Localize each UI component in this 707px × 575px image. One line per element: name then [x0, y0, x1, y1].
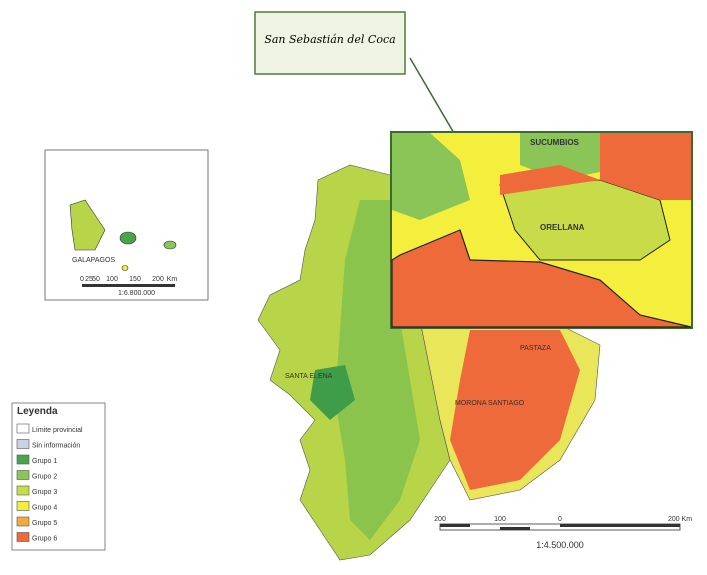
callout-box: [254, 11, 406, 75]
legend-label: Grupo 3: [32, 489, 57, 496]
scale-label: 50: [92, 276, 100, 283]
scale-label: 100: [106, 276, 118, 283]
galapagos-inset: [44, 149, 209, 301]
coast-green: [310, 365, 355, 420]
legend-swatch: [16, 501, 30, 511]
scale-label: 150: [129, 276, 141, 283]
legend-label: Grupo 4: [32, 505, 57, 512]
scale-label: 0: [80, 276, 84, 283]
legend-swatch: [16, 516, 30, 527]
scale-label: 200 Km: [668, 516, 692, 523]
main-scale-bar: [439, 523, 681, 531]
legend-label: Grupo 5: [32, 520, 57, 527]
zoom-area: [392, 133, 470, 220]
legend-label: Grupo 2: [32, 474, 57, 481]
zoom-label: ORELLANA: [540, 223, 585, 232]
scale-labels: 0 25 50 100 150 200 Km: [80, 276, 177, 283]
scale-label: 200: [434, 516, 446, 523]
legend-items: Límite provincial Sin información Grupo 1 G…: [16, 423, 83, 543]
legend-swatch: [16, 532, 30, 542]
legend-label: Grupo 1: [32, 458, 57, 465]
province-label: SANTA ELENA: [285, 373, 333, 380]
legend-swatch: [16, 485, 30, 496]
zoom-label: SUCUMBIOS: [530, 138, 580, 147]
amazon-orange: [450, 330, 580, 490]
zoom-area: [600, 133, 691, 200]
legend-swatch: [16, 470, 30, 480]
legend-swatch: [16, 454, 30, 465]
galapagos-label: GALAPAGOS: [72, 257, 115, 264]
scale-ratio: 1:4.500.000: [536, 540, 584, 550]
legend-swatch: [16, 439, 30, 449]
scale-label: 100: [494, 516, 506, 523]
island: [163, 240, 177, 250]
island: [119, 231, 137, 245]
legend-label: Sin información: [32, 443, 80, 450]
scale-label: 200: [152, 276, 164, 283]
legend-swatch: [16, 423, 30, 434]
scale-label: 0: [558, 516, 562, 523]
scale-labels: 200 100 0 200 Km: [434, 516, 692, 523]
zoom-area: [391, 229, 692, 328]
province-label: PASTAZA: [520, 345, 551, 352]
zoom-area: [500, 165, 600, 195]
callout-title: San Sebastián del Coca: [264, 33, 395, 46]
province-label: MORONA SANTIAGO: [455, 400, 525, 407]
legend-title: Leyenda: [17, 406, 58, 417]
scale-ratio: 1:6.800.000: [118, 290, 155, 297]
island: [121, 265, 129, 271]
callout-line: [409, 57, 459, 141]
scale-bar: [82, 284, 175, 287]
legend-label: Grupo 6: [32, 536, 57, 543]
island: [69, 199, 106, 251]
legend-label: Límite provincial: [32, 427, 83, 434]
scale-label: Km: [167, 276, 178, 283]
scale-label: 25: [85, 276, 93, 283]
